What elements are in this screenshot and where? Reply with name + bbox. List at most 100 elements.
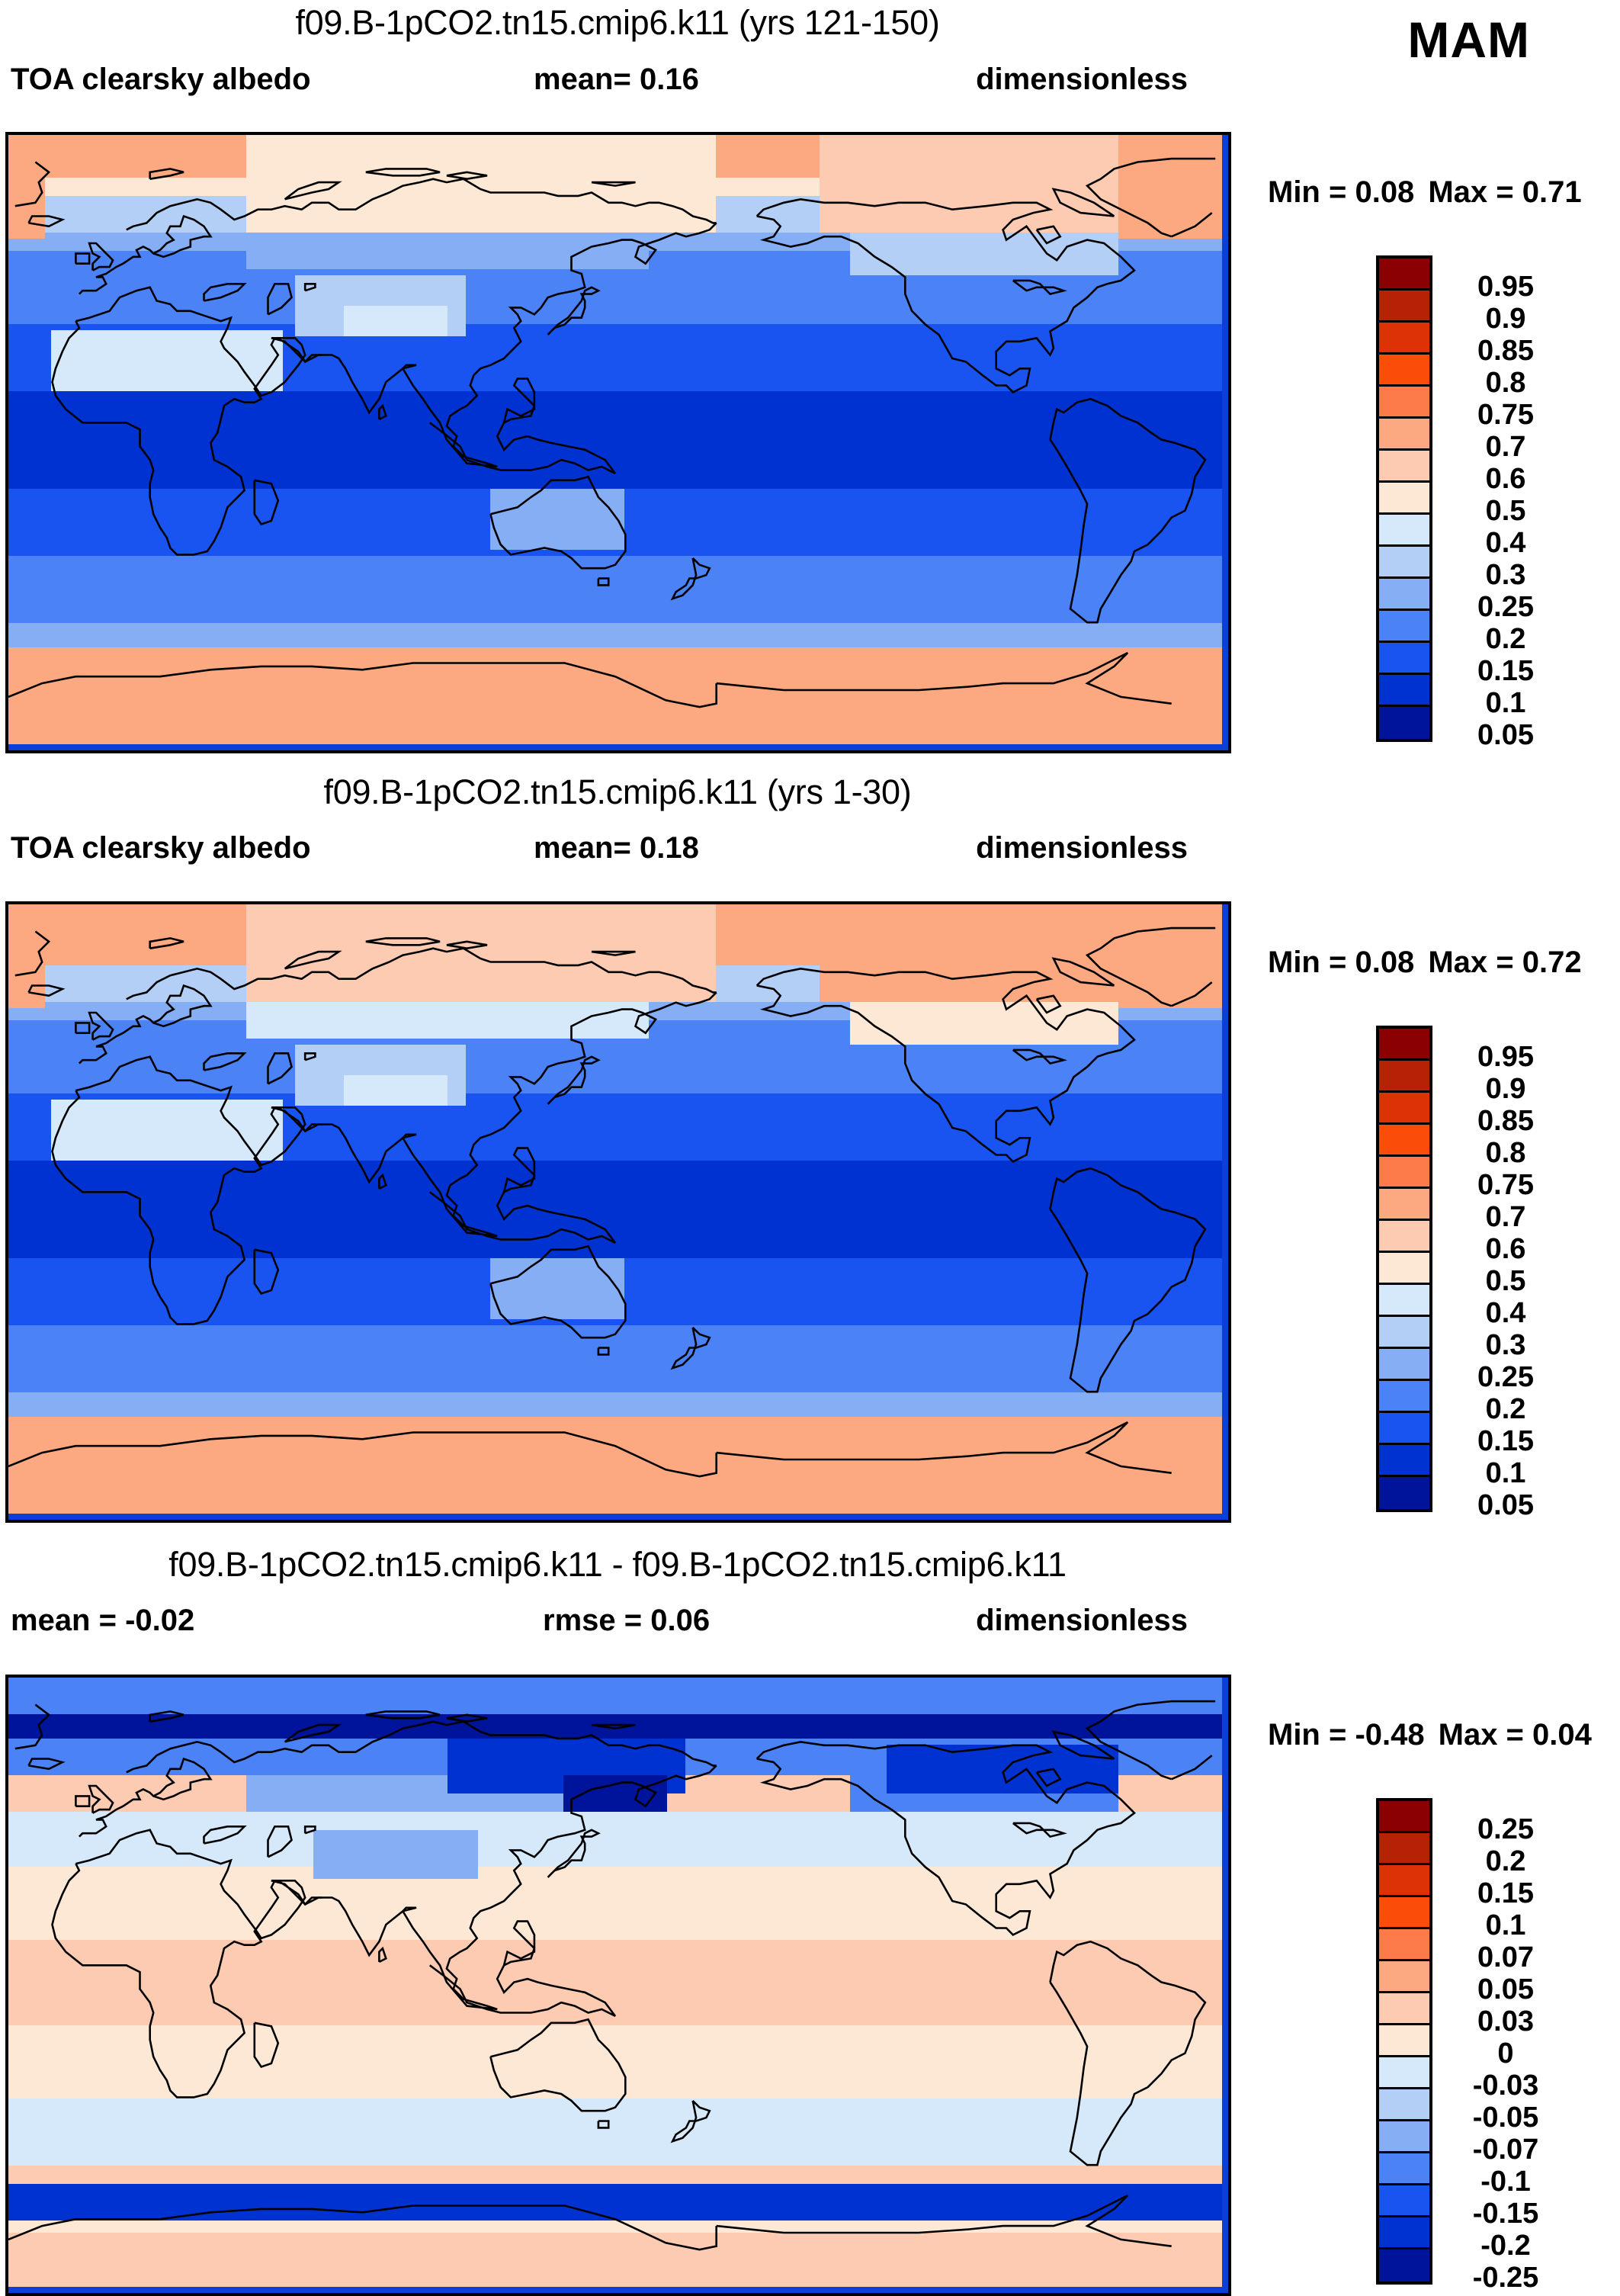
colorbar-tick-label: -0.1 (1437, 2167, 1574, 2196)
colorbar-tick-label: 0.5 (1437, 496, 1574, 525)
colorbar-tick-label: 0.05 (1437, 1491, 1574, 1520)
colorbar-band (1379, 259, 1429, 291)
colorbar-band (1379, 1993, 1429, 2025)
panel-3-minmax: Min = -0.48 Max = 0.04 (1268, 1718, 1592, 1752)
colorbar-tick-label: 0.4 (1437, 528, 1574, 557)
panel-2-colorbar-ticks: 0.95 0.9 0.85 0.8 0.75 0.7 0.6 0.5 0.4 0.3 0.25 0.2… (1437, 1026, 1574, 1520)
colorbar-band (1379, 1349, 1429, 1381)
colorbar-band (1379, 1833, 1429, 1865)
panel-2-minmax: Min = 0.08 Max = 0.72 (1268, 946, 1582, 980)
colorbar-tick-label: 0.95 (1437, 1042, 1574, 1071)
colorbar-band (1379, 2249, 1429, 2282)
colorbar-tick-label: 0.9 (1437, 304, 1574, 333)
colorbar-band (1379, 1381, 1429, 1413)
colorbar-band (1379, 1477, 1429, 1509)
map-canvas (8, 1678, 1222, 2287)
colorbar-tick-label: 0.2 (1437, 625, 1574, 653)
panel-2-colorbar (1376, 1026, 1432, 1512)
colorbar-tick-label: 0.7 (1437, 432, 1574, 461)
map-canvas (8, 135, 1222, 744)
colorbar-band (1379, 1253, 1429, 1285)
colorbar-band (1379, 355, 1429, 387)
panel-1-map (5, 132, 1231, 753)
panel-1-mean-label: mean= 0.16 (534, 63, 699, 97)
colorbar-tick-label: 0.6 (1437, 464, 1574, 493)
colorbar-band (1379, 451, 1429, 483)
colorbar-tick-label: -0.03 (1437, 2071, 1574, 2100)
panel-2-variable-label: TOA clearsky albedo (11, 831, 311, 865)
colorbar-tick-label: 0.1 (1437, 1911, 1574, 1940)
panel-2-min-label: Min = 0.08 (1268, 946, 1414, 979)
panel-1-units-label: dimensionless (976, 63, 1188, 97)
colorbar-tick-label: 0.25 (1437, 592, 1574, 621)
colorbar-tick-label: -0.25 (1437, 2263, 1574, 2292)
colorbar-tick-label: 0.3 (1437, 1331, 1574, 1360)
colorbar-tick-label: 0.25 (1437, 1363, 1574, 1392)
colorbar-band (1379, 707, 1429, 739)
colorbar-tick-label: 0.03 (1437, 2007, 1574, 2036)
colorbar-band (1379, 483, 1429, 515)
panel-3-mean-label: mean = -0.02 (11, 1604, 194, 1638)
panel-2-title: f09.B-1pCO2.tn15.cmip6.k11 (yrs 1-30) (0, 772, 1235, 812)
colorbar-tick-label: 0.3 (1437, 560, 1574, 589)
season-label: MAM (1407, 11, 1530, 69)
colorbar-tick-label: 0.75 (1437, 400, 1574, 429)
colorbar-band (1379, 515, 1429, 547)
panel-3-min-label: Min = -0.48 (1268, 1718, 1425, 1752)
colorbar-band (1379, 2089, 1429, 2121)
colorbar-tick-label: 0.75 (1437, 1170, 1574, 1199)
colorbar-band (1379, 1093, 1429, 1125)
colorbar-band (1379, 611, 1429, 643)
panel-3-subheader: mean = -0.02 rmse = 0.06 dimensionless (0, 1604, 1235, 1639)
colorbar-tick-label: 0.5 (1437, 1267, 1574, 1296)
colorbar-band (1379, 1285, 1429, 1317)
colorbar-band (1379, 675, 1429, 707)
colorbar-tick-label: 0.2 (1437, 1395, 1574, 1424)
panel-3-colorbar-ticks: 0.25 0.2 0.15 0.1 0.07 0.05 0.03 0 -0.03 -0.05 -0.… (1437, 1798, 1574, 2292)
colorbar-tick-label: -0.05 (1437, 2103, 1574, 2132)
panel-2-map (5, 901, 1231, 1523)
colorbar-tick-label: 0.85 (1437, 1106, 1574, 1135)
colorbar-band (1379, 1445, 1429, 1477)
colorbar-band (1379, 1929, 1429, 1961)
colorbar-tick-label: -0.2 (1437, 2231, 1574, 2260)
panel-1-colorbar-ticks: 0.95 0.9 0.85 0.8 0.75 0.7 0.6 0.5 0.4 0.3 0.25 0.2… (1437, 255, 1574, 750)
colorbar-band (1379, 1801, 1429, 1833)
panel-1-minmax: Min = 0.08 Max = 0.71 (1268, 175, 1582, 210)
colorbar-tick-label: 0.6 (1437, 1235, 1574, 1264)
colorbar-tick-label: -0.15 (1437, 2199, 1574, 2228)
colorbar-band (1379, 2025, 1429, 2057)
colorbar-tick-label: 0.7 (1437, 1203, 1574, 1231)
panel-1-max-label: Max = 0.71 (1428, 175, 1581, 209)
panel-2-mean-label: mean= 0.18 (534, 831, 699, 865)
panel-1-colorbar (1376, 255, 1432, 742)
panel-1-subheader: TOA clearsky albedo mean= 0.16 dimension… (0, 63, 1235, 98)
colorbar-band (1379, 2121, 1429, 2153)
colorbar-band (1379, 2057, 1429, 2089)
colorbar-tick-label: 0.05 (1437, 1975, 1574, 2004)
colorbar-band (1379, 579, 1429, 611)
colorbar-tick-label: 0.07 (1437, 1943, 1574, 1972)
colorbar-band (1379, 1189, 1429, 1221)
colorbar-band (1379, 1157, 1429, 1189)
colorbar-band (1379, 1413, 1429, 1445)
colorbar-band (1379, 291, 1429, 323)
colorbar-band (1379, 2217, 1429, 2249)
colorbar-band (1379, 323, 1429, 355)
colorbar-tick-label: 0.9 (1437, 1074, 1574, 1103)
colorbar-band (1379, 1061, 1429, 1093)
panel-3-colorbar (1376, 1798, 1432, 2285)
panel-1-variable-label: TOA clearsky albedo (11, 63, 311, 97)
colorbar-tick-label: 0.4 (1437, 1299, 1574, 1328)
colorbar-band (1379, 1317, 1429, 1349)
colorbar-tick-label: 0.2 (1437, 1847, 1574, 1876)
colorbar-tick-label: 0.8 (1437, 1138, 1574, 1167)
panel-2-subheader: TOA clearsky albedo mean= 0.18 dimension… (0, 831, 1235, 866)
colorbar-tick-label: 0.1 (1437, 1459, 1574, 1488)
colorbar-tick-label: 0.8 (1437, 368, 1574, 397)
colorbar-band (1379, 1897, 1429, 1929)
colorbar-band (1379, 1865, 1429, 1897)
map-canvas (8, 904, 1222, 1514)
panel-1-min-label: Min = 0.08 (1268, 175, 1414, 209)
colorbar-band (1379, 1961, 1429, 1993)
